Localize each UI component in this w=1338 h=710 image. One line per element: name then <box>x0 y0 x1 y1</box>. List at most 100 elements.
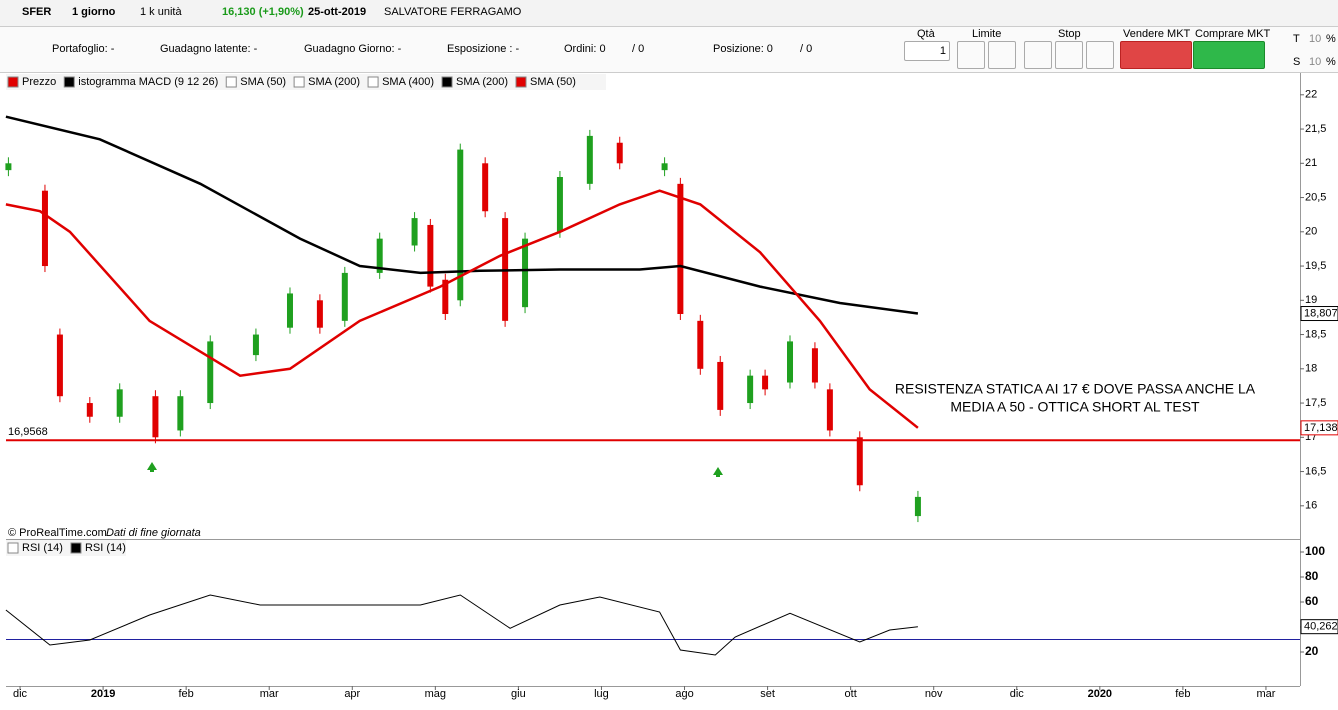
legend-label: RSI (14) <box>85 542 126 554</box>
credits: © ProRealTime.com <box>8 527 107 539</box>
candle <box>411 218 418 246</box>
legend-swatch <box>441 76 453 88</box>
x-tick-label: nov <box>925 688 943 700</box>
candle <box>56 334 63 397</box>
candle <box>207 341 214 404</box>
x-tick-label: mar <box>1256 688 1275 700</box>
y-tick-label: 20 <box>1305 644 1319 658</box>
legend-label: SMA (200) <box>308 76 360 88</box>
legend-swatch <box>515 76 527 88</box>
legend-label: SMA (50) <box>530 76 576 88</box>
legend-swatch <box>7 542 19 554</box>
candle <box>41 190 48 267</box>
t-unit: % <box>1326 33 1336 45</box>
x-tick-label: apr <box>344 688 360 700</box>
latent-gain: Guadagno latente: - <box>160 43 258 55</box>
legend-swatch <box>225 76 237 88</box>
qty-input[interactable]: 1 <box>904 41 950 61</box>
legend-swatch <box>7 76 19 88</box>
last-price: 16,130 (+1,90%) <box>222 6 304 18</box>
legend-label: Prezzo <box>22 76 56 88</box>
buy-label: Comprare MKT <box>1195 28 1271 40</box>
y-tick-label: 100 <box>1305 544 1325 558</box>
legend-bg <box>6 74 606 90</box>
legend-bg <box>6 540 126 556</box>
position-2: / 0 <box>800 43 813 55</box>
x-tick-label: dic <box>13 688 28 700</box>
qty-label: Qtà <box>917 28 935 40</box>
level-label: 16,9568 <box>8 426 48 438</box>
limit: Limite <box>972 28 1002 40</box>
legend-label: istogramma MACD (9 12 26) <box>78 76 218 88</box>
last-value-box <box>1300 619 1338 635</box>
y-tick-label: 20,5 <box>1305 191 1326 203</box>
candle <box>747 375 754 404</box>
candle <box>376 238 383 273</box>
arrow-up <box>147 462 157 472</box>
t-value[interactable]: 10 <box>1309 33 1322 45</box>
last-value-box <box>1300 420 1338 436</box>
line <box>5 189 919 429</box>
units[interactable]: 1 k unità <box>140 6 182 18</box>
exposure: Esposizione : - <box>447 43 520 55</box>
credits-note: Dati di fine giornata <box>106 527 201 539</box>
line <box>5 115 919 315</box>
x-tick-label: 2019 <box>91 688 115 700</box>
x-tick-label: mar <box>260 688 279 700</box>
x-tick-label: lug <box>594 688 609 700</box>
annotation: MEDIA A 50 - OTTICA SHORT AL TEST <box>950 399 1200 415</box>
candle <box>177 396 184 431</box>
stop-2[interactable] <box>1055 41 1083 69</box>
y-tick-label: 18,5 <box>1305 328 1326 340</box>
x-tick-label: 2020 <box>1088 688 1112 700</box>
sell-button[interactable] <box>1120 41 1192 69</box>
candle <box>616 142 623 164</box>
y-tick-label: 18 <box>1305 363 1317 375</box>
line <box>5 594 918 656</box>
limit-sell[interactable] <box>988 41 1016 69</box>
candle <box>586 135 593 184</box>
legend-swatch <box>367 76 379 88</box>
position-bar: Portafoglio: - Guadagno latente: - Guada… <box>0 27 1338 73</box>
timeframe[interactable]: 1 giorno <box>72 6 116 18</box>
toolbar: SFER 1 giorno 1 k unità 16,130 (+1,90%) … <box>0 0 1338 27</box>
date: 25-ott-2019 <box>308 6 367 18</box>
candle <box>116 389 123 417</box>
candle <box>341 272 348 321</box>
candle <box>661 163 668 171</box>
y-tick-label: 80 <box>1305 569 1319 583</box>
candle <box>482 163 489 212</box>
limit-buy[interactable] <box>957 41 985 69</box>
stop-1[interactable] <box>1024 41 1052 69</box>
candle <box>826 389 833 431</box>
candle <box>286 293 293 328</box>
chart-bg <box>0 73 1338 710</box>
portfolio: Portafoglio: - <box>52 43 115 55</box>
legend-swatch <box>70 542 82 554</box>
buy-button[interactable] <box>1193 41 1265 69</box>
symbol[interactable]: SFER <box>22 6 52 18</box>
candle <box>717 361 724 410</box>
y-tick-label: 17,5 <box>1305 397 1326 409</box>
candle <box>316 300 323 328</box>
x-tick-label: feb <box>1175 688 1190 700</box>
t-label: T <box>1293 33 1300 45</box>
candle <box>442 279 449 314</box>
legend-label: SMA (400) <box>382 76 434 88</box>
candle <box>811 348 818 383</box>
y-tick-label: 20 <box>1305 226 1317 238</box>
arrow-up <box>713 467 723 477</box>
candle <box>86 403 93 417</box>
y-tick-label: 21 <box>1305 157 1317 169</box>
candle <box>787 341 794 383</box>
candle <box>427 224 434 287</box>
s-unit: % <box>1326 56 1336 68</box>
stop-3[interactable] <box>1086 41 1114 69</box>
y-tick-label: 19 <box>1305 294 1317 306</box>
x-tick-label: giu <box>511 688 526 700</box>
candle <box>697 320 704 369</box>
s-value[interactable]: 10 <box>1309 56 1322 68</box>
x-tick-label: ott <box>845 688 857 700</box>
